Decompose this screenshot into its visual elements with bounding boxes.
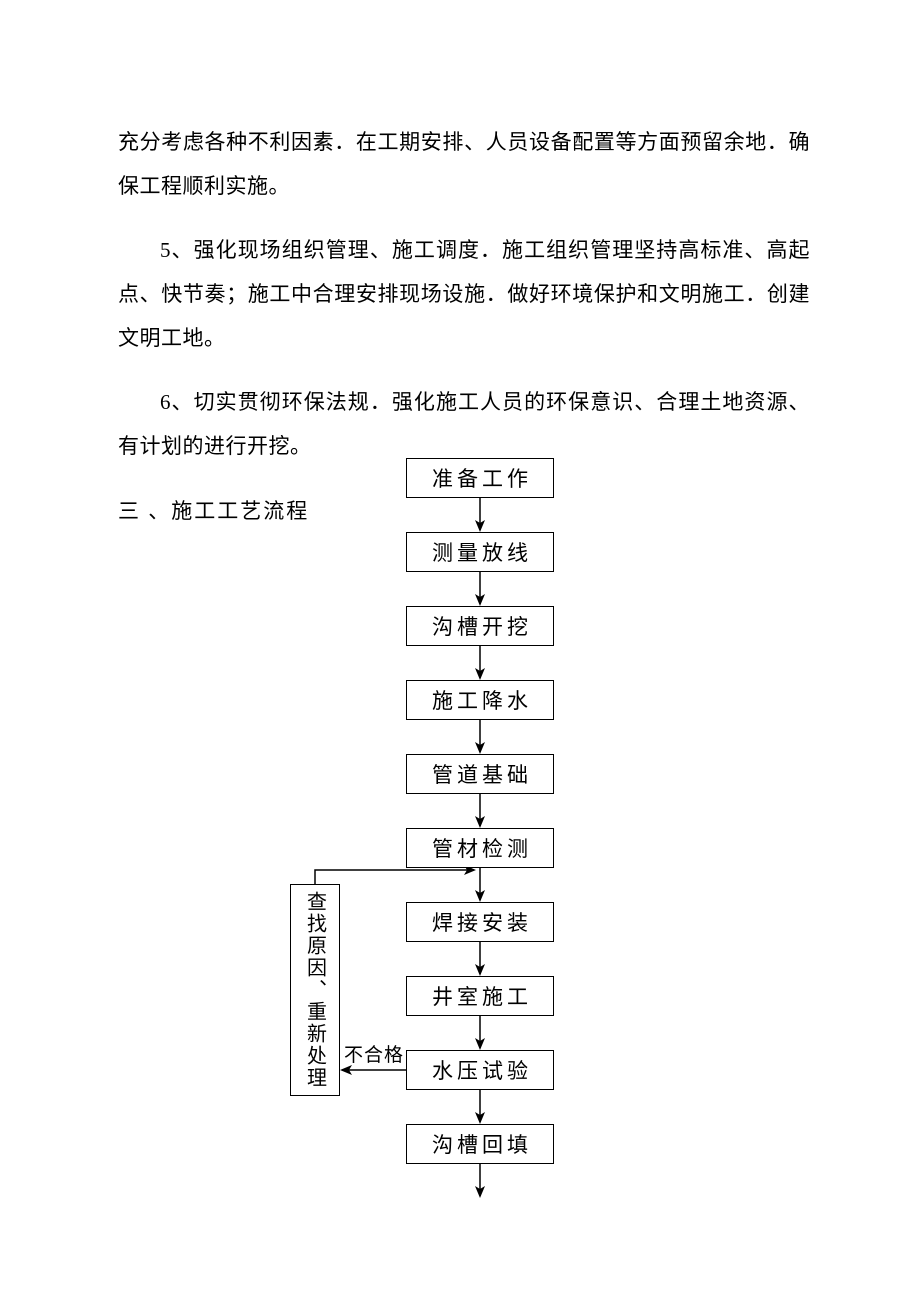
flow-label-fail: 不合格 [344,1040,404,1067]
flow-node-weld: 焊接安装 [406,902,554,942]
paragraph-continuation: 充分考虑各种不利因素．在工期安排、人员设备配置等方面预留余地．确保工程顺利实施。 [118,121,810,208]
flow-node-backfill: 沟槽回填 [406,1124,554,1164]
paragraph-item-5: 5、强化现场组织管理、施工调度．施工组织管理坚持高标准、高起点、快节奏；施工中合… [118,229,810,360]
flow-node-inspect: 管材检测 [406,828,554,868]
flowchart: 准备工作 测量放线 沟槽开挖 施工降水 管道基础 管材检测 焊接安装 井室施工 … [0,458,920,1278]
flow-node-pressure: 水压试验 [406,1050,554,1090]
flow-node-rework: 查找原因、重新处理 [290,884,340,1096]
paragraph-item-6: 6、切实贯彻环保法规．强化施工人员的环保意识、合理土地资源、有计划的进行开挖。 [118,381,810,468]
flow-node-excavate: 沟槽开挖 [406,606,554,646]
flow-node-survey: 测量放线 [406,532,554,572]
flow-node-dewater: 施工降水 [406,680,554,720]
page: 充分考虑各种不利因素．在工期安排、人员设备配置等方面预留余地．确保工程顺利实施。… [0,0,920,1302]
flow-node-foundation: 管道基础 [406,754,554,794]
flow-node-well: 井室施工 [406,976,554,1016]
flow-node-prep: 准备工作 [406,458,554,498]
